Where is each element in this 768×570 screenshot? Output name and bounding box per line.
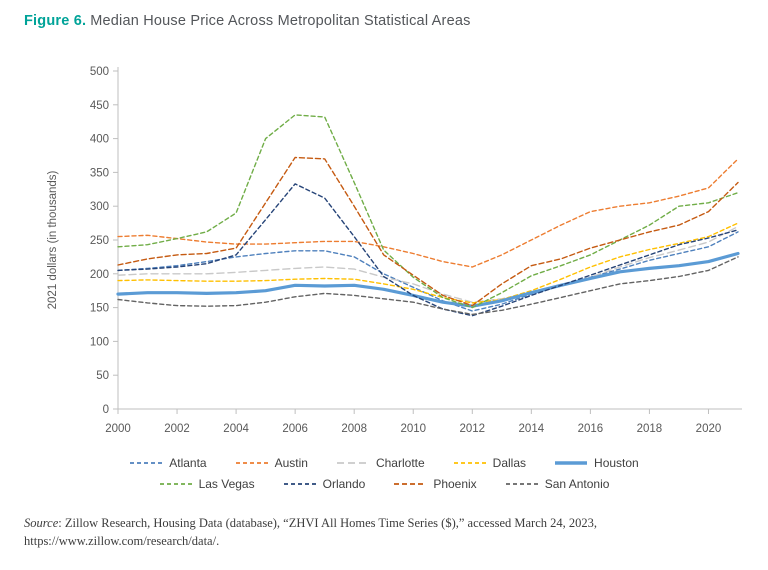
series-line-orlando <box>117 183 739 317</box>
y-tick-label: 500 <box>90 66 109 78</box>
x-tick-label: 2000 <box>105 423 131 435</box>
x-tick-label: 2020 <box>696 423 722 435</box>
x-tick-label: 2014 <box>519 423 545 435</box>
legend-item-charlotte: Charlotte <box>336 456 425 470</box>
figure-title: Figure 6. Median House Price Across Metro… <box>24 13 471 29</box>
x-tick-label: 2002 <box>164 423 190 435</box>
legend-label: Charlotte <box>375 456 425 470</box>
series-line-houston <box>116 251 740 308</box>
legend-swatch-las-vegas <box>159 483 192 485</box>
series-line-san-antonio <box>117 256 739 316</box>
legend-row: Atlanta Austin Charlotte Dallas Houston <box>129 456 639 470</box>
legend-item-atlanta: Atlanta <box>129 456 207 470</box>
legend-swatch-austin <box>235 462 268 464</box>
series-line-phoenix <box>117 156 739 307</box>
legend-label: Atlanta <box>169 456 207 470</box>
legend-item-phoenix: Phoenix <box>393 477 477 491</box>
x-tick-label: 2016 <box>578 423 604 435</box>
figure-title-text: Median House Price Across Metropolitan S… <box>90 13 471 29</box>
source-text: : Zillow Research, Housing Data (databas… <box>24 516 598 549</box>
legend-item-las-vegas: Las Vegas <box>159 477 255 491</box>
series-line-las-vegas <box>117 114 739 309</box>
x-tick-label: 2010 <box>400 423 426 435</box>
series-line-charlotte <box>117 225 739 303</box>
legend-label: Houston <box>594 456 639 470</box>
chart-area: 0 50 100 150 200 250 300 350 400 450 500 2000 2002 20… <box>0 38 768 448</box>
x-tick-label: 2004 <box>223 423 249 435</box>
y-tick-label: 250 <box>90 235 109 247</box>
y-tick-label: 0 <box>103 404 109 416</box>
legend-item-dallas: Dallas <box>453 456 526 470</box>
legend-swatch-atlanta <box>130 462 163 464</box>
legend-label: Phoenix <box>433 477 477 491</box>
legend-swatch-dallas <box>453 462 486 464</box>
legend-label: Austin <box>274 456 308 470</box>
legend-swatch-charlotte <box>336 462 369 464</box>
legend: Atlanta Austin Charlotte Dallas Houston Las V… <box>0 456 768 491</box>
legend-item-houston: Houston <box>554 456 639 470</box>
legend-row: Las Vegas Orlando Phoenix San Antonio <box>159 477 610 491</box>
legend-swatch-san-antonio <box>505 483 538 485</box>
legend-item-san-antonio: San Antonio <box>505 477 610 491</box>
y-tick-label: 400 <box>90 134 109 146</box>
y-tick-label: 150 <box>90 303 109 315</box>
y-tick-label: 450 <box>90 100 109 112</box>
y-tick-label: 100 <box>90 336 109 348</box>
y-tick-label: 300 <box>90 201 109 213</box>
series-line-dallas <box>117 222 739 304</box>
legend-swatch-houston <box>555 461 588 465</box>
line-chart: 0 50 100 150 200 250 300 350 400 450 500 2000 2002 20… <box>47 66 742 435</box>
legend-swatch-phoenix <box>394 483 427 485</box>
y-tick-label: 50 <box>96 370 109 382</box>
legend-swatch-orlando <box>283 483 316 485</box>
legend-label: Dallas <box>492 456 527 470</box>
source-label: Source <box>24 516 59 530</box>
y-tick-label: 350 <box>90 167 109 179</box>
figure-number: Figure 6. <box>24 13 87 29</box>
legend-item-orlando: Orlando <box>283 477 366 491</box>
x-tick-label: 2018 <box>637 423 663 435</box>
legend-label: Orlando <box>322 477 366 491</box>
source-note: Source: Zillow Research, Housing Data (d… <box>24 514 738 550</box>
legend-label: San Antonio <box>544 477 610 491</box>
series-line-austin <box>117 158 739 268</box>
y-axis-title: 2021 dollars (in thousands) <box>47 170 59 309</box>
x-tick-label: 2012 <box>459 423 485 435</box>
legend-item-austin: Austin <box>235 456 308 470</box>
legend-label: Las Vegas <box>198 477 255 491</box>
x-tick-label: 2008 <box>341 423 367 435</box>
x-tick-label: 2006 <box>282 423 308 435</box>
y-tick-label: 200 <box>90 269 109 281</box>
